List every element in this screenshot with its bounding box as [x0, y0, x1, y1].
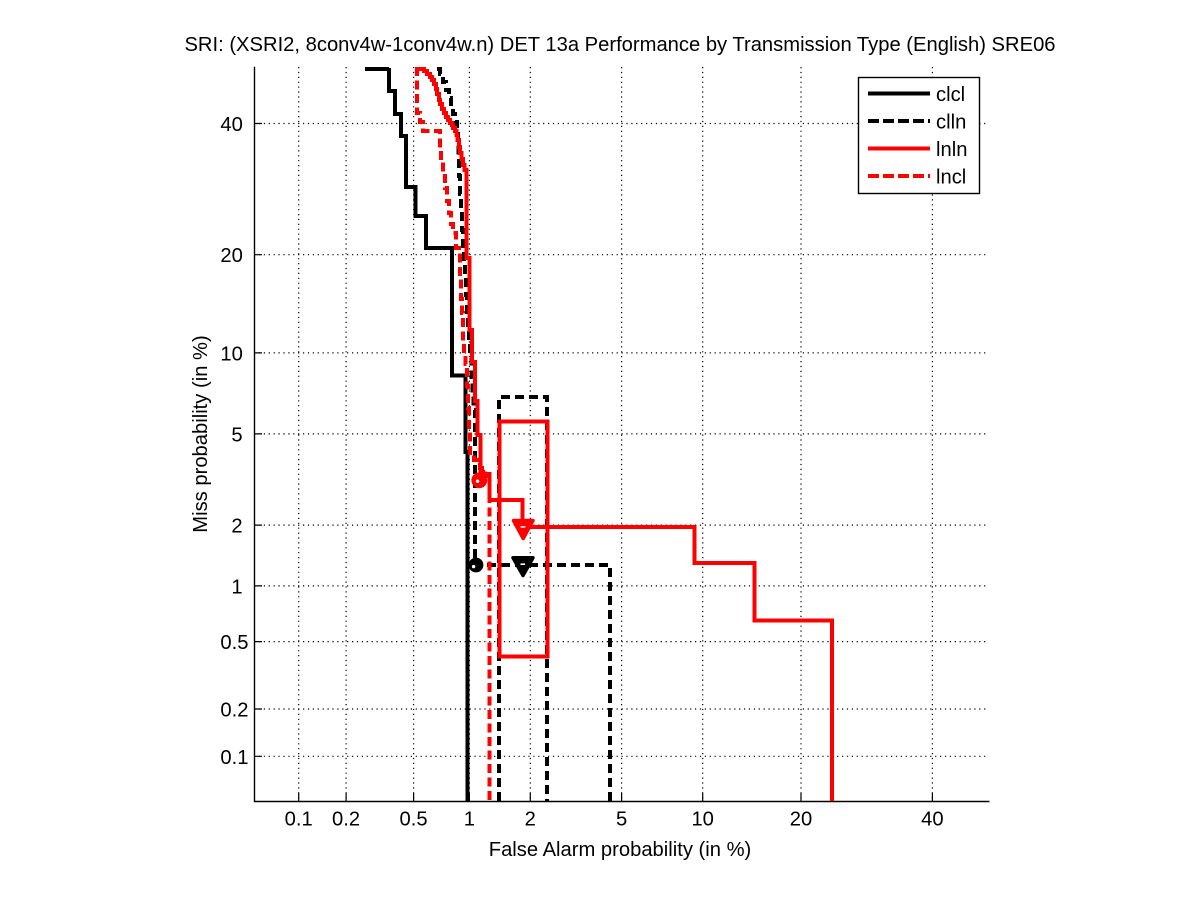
svg-text:0.1: 0.1	[285, 809, 313, 831]
svg-text:0.5: 0.5	[400, 809, 428, 831]
svg-text:1: 1	[464, 809, 475, 831]
svg-text:0.2: 0.2	[220, 700, 248, 722]
svg-text:lnln: lnln	[936, 139, 967, 161]
svg-text:0.5: 0.5	[220, 632, 248, 654]
svg-text:10: 10	[220, 343, 242, 365]
svg-text:40: 40	[220, 114, 242, 136]
svg-text:lncl: lncl	[936, 167, 966, 189]
svg-text:Miss probability (in %): Miss probability (in %)	[190, 335, 212, 532]
svg-text:2: 2	[525, 809, 536, 831]
svg-text:20: 20	[790, 809, 812, 831]
svg-text:20: 20	[220, 245, 242, 267]
svg-text:10: 10	[691, 809, 713, 831]
svg-text:2: 2	[231, 516, 242, 538]
svg-text:5: 5	[616, 809, 627, 831]
svg-text:40: 40	[921, 809, 943, 831]
svg-text:clcl: clcl	[936, 84, 965, 106]
svg-text:0.1: 0.1	[220, 747, 248, 769]
svg-text:5: 5	[231, 424, 242, 446]
svg-text:0.2: 0.2	[332, 809, 360, 831]
svg-text:False Alarm probability (in %): False Alarm probability (in %)	[489, 839, 752, 861]
svg-text:1: 1	[231, 576, 242, 598]
svg-text:SRI: (XSRI2, 8conv4w-1conv4w.n: SRI: (XSRI2, 8conv4w-1conv4w.n) DET 13a …	[184, 34, 1055, 56]
svg-text:clln: clln	[936, 112, 966, 134]
